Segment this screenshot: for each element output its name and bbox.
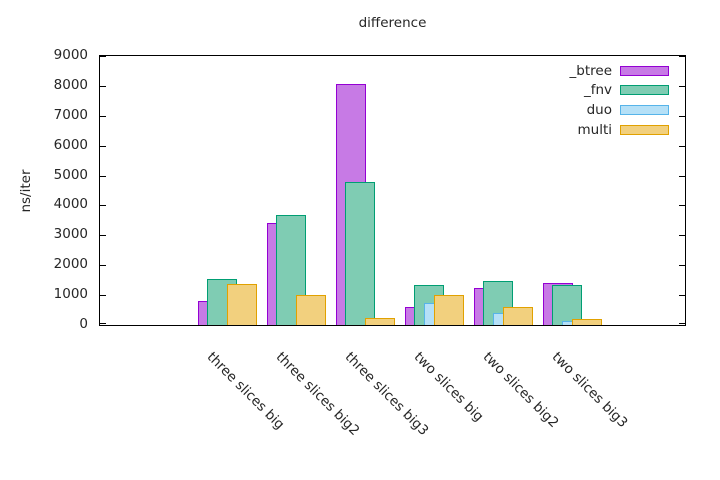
y-tick-mark-left [100,205,106,207]
y-tick-mark-right [679,323,685,324]
bar-multi-6 [571,318,602,325]
y-axis-label: ns/iter [18,169,34,213]
bar-fnv-6 [552,285,583,325]
plot-area [99,55,686,326]
y-tick-mark-right [679,115,685,117]
bar-fnv-3 [345,181,376,325]
legend-label: _fnv [583,82,612,99]
y-tick-mark-left [100,115,106,117]
y-tick-mark-left [100,323,106,324]
y-tick-mark-right [679,175,685,177]
legend-swatch [620,85,669,96]
y-tick-label: 4000 [53,196,88,213]
chart-title: difference [358,15,427,31]
y-tick-mark-right [679,295,685,297]
y-tick-label: 3000 [53,226,88,243]
bar-multi-3 [364,318,395,325]
legend-label: duo [586,101,612,118]
legend-swatch [620,124,669,135]
y-tick-mark-left [100,295,106,297]
bar-multi-5 [502,307,533,325]
y-tick-mark-right [679,145,685,147]
y-tick-mark-left [100,235,106,237]
legend-item: _btree [570,61,669,81]
legend-item: multi [570,120,669,140]
y-tick-mark-right [679,85,685,87]
legend-item: _fnv [570,81,669,101]
y-tick-mark-left [100,145,106,147]
y-tick-mark-right [679,235,685,237]
y-tick-label: 1000 [53,286,88,303]
y-tick-mark-left [100,85,106,87]
bar-multi-4 [433,294,464,325]
y-tick-label: 6000 [53,136,88,153]
y-tick-label: 7000 [53,106,88,123]
legend-swatch [620,65,669,76]
y-tick-mark-right [679,265,685,267]
y-tick-mark-right [679,56,685,57]
legend-label: _btree [569,62,612,79]
y-tick-mark-left [100,265,106,267]
y-tick-mark-left [100,56,106,57]
y-tick-label: 2000 [53,256,88,273]
y-tick-label: 9000 [53,47,88,63]
legend-swatch [620,104,669,115]
y-tick-mark-right [679,205,685,207]
legend-label: multi [577,121,612,138]
y-tick-mark-left [100,175,106,177]
y-tick-label: 8000 [53,76,88,93]
bar-multi-1 [226,283,257,325]
bar-multi-2 [295,295,326,325]
y-tick-label: 5000 [53,166,88,183]
legend-item: duo [570,100,669,120]
x-category-label: two slices big [410,349,487,425]
y-tick-label: 0 [79,316,88,332]
